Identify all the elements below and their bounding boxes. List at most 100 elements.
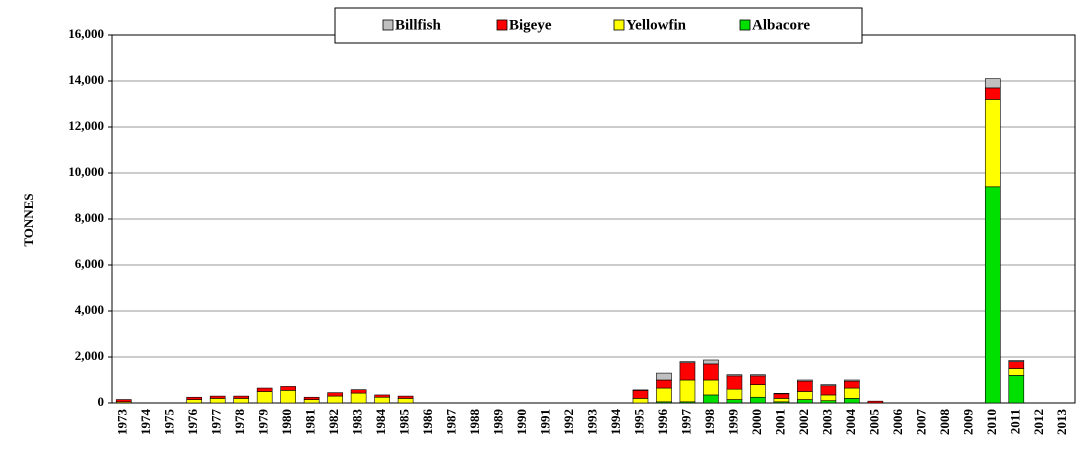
bar-segment [703,380,718,395]
bar-segment [868,401,883,403]
bar-segment [985,99,1000,186]
x-tick-label: 1975 [162,409,177,436]
bar-segment [703,395,718,403]
bar-segment [774,398,789,401]
x-tick-label: 1993 [584,409,599,436]
y-tick-label: 0 [98,394,105,409]
bar-segment [257,392,272,404]
bar-segment [234,396,249,398]
bar-segment [750,376,765,385]
bar-segment [821,385,836,386]
bar-segment [821,401,836,403]
bar-segment [116,400,131,402]
bar-segment [750,385,765,398]
x-tick-label: 1987 [444,409,459,436]
bar-segment [187,400,202,403]
bar-segment [281,386,296,390]
x-tick-label: 2009 [960,409,975,436]
x-tick-label: 1984 [373,409,388,436]
bar-segment [797,381,812,391]
bar-segment [750,397,765,403]
x-tick-label: 1995 [631,409,646,436]
x-tick-label: 2005 [866,409,881,436]
bar-segment [985,88,1000,100]
x-tick-label: 1999 [725,409,740,436]
legend-marker [383,20,393,30]
legend-label: Bigeye [509,17,552,33]
bar-segment [797,380,812,381]
x-tick-label: 1986 [420,409,435,436]
legend-marker [614,20,624,30]
y-tick-label: 2,000 [75,348,104,363]
x-tick-label: 1973 [115,409,130,436]
x-tick-label: 1990 [514,409,529,435]
bar-segment [680,362,695,363]
x-tick-label: 1976 [185,409,200,436]
legend-label: Billfish [395,17,442,33]
bar-segment [727,376,742,389]
bar-segment [727,389,742,399]
y-tick-label: 6,000 [75,256,104,271]
bar-segment [187,397,202,399]
x-tick-label: 2013 [1054,409,1069,436]
bar-segment [844,380,859,381]
y-tick-label: 10,000 [68,164,104,179]
x-tick-label: 1979 [256,409,271,436]
bar-segment [680,363,695,380]
x-tick-label: 1996 [655,409,670,436]
bar-segment [1009,360,1024,361]
x-tick-label: 2000 [749,409,764,435]
bar-segment [727,375,742,376]
y-tick-label: 4,000 [75,302,104,317]
x-tick-label: 2012 [1031,409,1046,435]
bar-segment [1009,362,1024,369]
x-tick-label: 1988 [467,409,482,436]
bar-segment [821,386,836,395]
bar-segment [797,400,812,403]
bar-segment [351,390,366,393]
y-tick-label: 8,000 [75,210,104,225]
x-tick-label: 2010 [984,409,999,435]
x-tick-label: 1989 [491,409,506,436]
x-tick-label: 1998 [702,409,717,436]
bar-segment [351,393,366,403]
bar-segment [844,381,859,388]
y-tick-label: 14,000 [68,72,104,87]
x-tick-label: 1983 [350,409,365,436]
bar-segment [281,390,296,403]
legend-label: Albacore [752,17,810,33]
bar-segment [985,187,1000,403]
x-tick-label: 1992 [561,409,576,435]
bar-segment [750,375,765,376]
x-tick-label: 1980 [279,409,294,435]
bar-segment [844,398,859,403]
bar-segment [727,400,742,403]
bar-segment [210,398,225,403]
bar-segment [985,79,1000,88]
bar-segment [774,394,789,399]
bar-segment [703,360,718,364]
x-tick-label: 1985 [397,409,412,436]
x-tick-label: 1981 [303,409,318,435]
x-tick-label: 1977 [209,409,224,436]
x-tick-label: 2002 [796,409,811,435]
bar-segment [257,388,272,391]
x-tick-label: 1991 [538,409,553,435]
x-tick-label: 2006 [890,409,905,436]
x-tick-label: 1994 [608,409,623,436]
bar-segment [633,390,648,398]
x-tick-label: 2008 [937,409,952,436]
bar-segment [328,393,343,396]
x-tick-label: 1978 [232,409,247,436]
bar-segment [234,398,249,403]
y-axis-label: TONNES [21,193,36,246]
legend-label: Yellowfin [626,17,687,33]
legend-marker [497,20,507,30]
bar-segment [656,388,671,402]
bar-segment [821,395,836,401]
x-tick-label: 1997 [678,409,693,436]
bar-segment [304,397,319,399]
legend-marker [740,20,750,30]
bar-segment [375,395,390,397]
x-tick-label: 2003 [819,409,834,436]
